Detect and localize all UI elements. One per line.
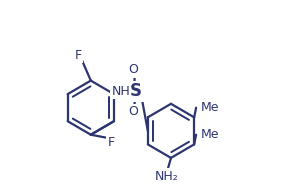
Text: O: O — [128, 64, 138, 76]
Text: NH₂: NH₂ — [155, 170, 179, 183]
Text: Me: Me — [201, 101, 220, 114]
Text: NH: NH — [111, 85, 130, 98]
Text: F: F — [75, 49, 82, 62]
Text: O: O — [128, 105, 138, 118]
Text: F: F — [108, 136, 115, 149]
Text: S: S — [130, 82, 142, 100]
Text: Me: Me — [201, 128, 220, 141]
